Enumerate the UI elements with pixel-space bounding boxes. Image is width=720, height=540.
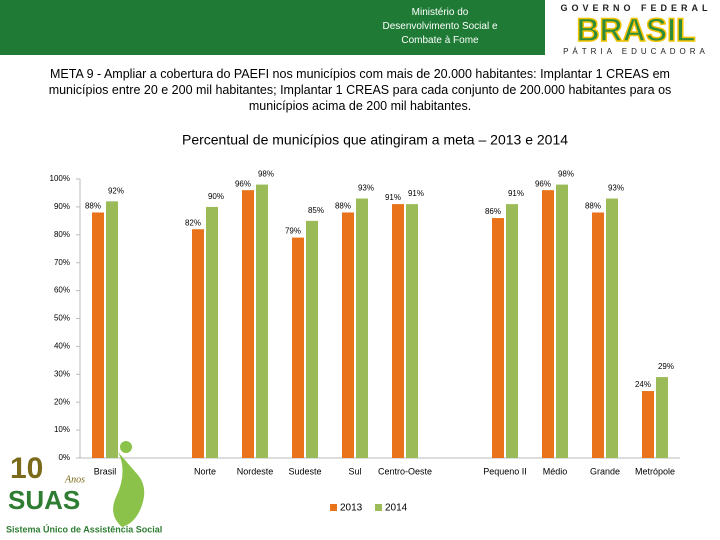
y-tick-label: 40% — [54, 342, 70, 351]
logo-name: SUAS — [8, 485, 80, 515]
chart-title: Percentual de municípios que atingiram a… — [182, 132, 568, 148]
value-label: 79% — [285, 227, 301, 236]
value-label: 86% — [485, 207, 501, 216]
y-tick-label: 50% — [54, 314, 70, 323]
logo-figure — [113, 452, 145, 527]
y-tick-label: 100% — [50, 174, 70, 183]
bar — [556, 184, 568, 458]
x-tick-label: Centro-Oeste — [378, 466, 432, 476]
y-tick-label: 30% — [54, 369, 70, 378]
x-tick-label: Médio — [543, 466, 568, 476]
y-tick-label: 20% — [54, 397, 70, 406]
y-tick-label: 10% — [54, 425, 70, 434]
value-label: 96% — [235, 179, 251, 188]
bar — [606, 198, 618, 458]
value-label: 91% — [408, 189, 424, 198]
y-tick-label: 0% — [58, 453, 70, 462]
value-label: 91% — [385, 193, 401, 202]
bar — [392, 204, 404, 458]
value-label: 82% — [185, 218, 201, 227]
value-label: 93% — [358, 184, 374, 193]
logo-subtitle: Sistema Único de Assistência Social — [6, 523, 162, 534]
bar — [242, 190, 254, 458]
y-tick-label: 60% — [54, 286, 70, 295]
value-label: 88% — [585, 202, 601, 211]
ministry-line: Ministério do — [411, 7, 469, 18]
legend-swatch — [375, 504, 382, 511]
bar — [292, 237, 304, 458]
logo-top: GOVERNO FEDERAL — [560, 3, 712, 13]
logo-head — [120, 441, 132, 453]
y-tick-label: 90% — [54, 202, 70, 211]
value-label: 91% — [508, 189, 524, 198]
ministry-line: Desenvolvimento Social e — [382, 21, 498, 32]
value-label: 24% — [635, 380, 651, 389]
description: META 9 - Ampliar a cobertura do PAEFI no… — [48, 67, 672, 113]
bar — [542, 190, 554, 458]
bar — [342, 212, 354, 458]
value-label: 96% — [535, 179, 551, 188]
value-label: 93% — [608, 184, 624, 193]
legend-swatch — [330, 504, 337, 511]
ministry-line: Combate à Fome — [401, 35, 479, 46]
bar — [306, 220, 318, 458]
bar — [406, 204, 418, 458]
logo-bottom: PÁTRIA EDUCADORA — [563, 47, 709, 56]
header-bar — [0, 0, 545, 55]
x-tick-label: Norte — [194, 466, 216, 476]
bar — [356, 198, 368, 458]
bar — [256, 184, 268, 458]
value-label: 90% — [208, 192, 224, 201]
x-tick-label: Brasil — [94, 466, 117, 476]
bar — [106, 201, 118, 458]
x-tick-label: Grande — [590, 466, 620, 476]
value-label: 92% — [108, 186, 124, 195]
x-tick-label: Metrópole — [635, 466, 675, 476]
y-tick-label: 80% — [54, 230, 70, 239]
bar — [656, 377, 668, 458]
legend-label: 2013 — [340, 503, 363, 514]
value-label: 88% — [85, 202, 101, 211]
value-label: 98% — [258, 170, 274, 179]
value-label: 29% — [658, 362, 674, 371]
legend-label: 2014 — [385, 503, 408, 514]
logo-anos: Anos — [64, 474, 85, 485]
x-tick-label: Nordeste — [237, 466, 274, 476]
ministry-name: Ministério do Desenvolvimento Social e C… — [330, 6, 550, 48]
bar — [642, 391, 654, 458]
bar — [192, 229, 204, 458]
x-tick-label: Sul — [348, 466, 361, 476]
bar — [206, 206, 218, 458]
bar — [592, 212, 604, 458]
value-label: 98% — [558, 170, 574, 179]
value-label: 88% — [335, 202, 351, 211]
x-tick-label: Sudeste — [288, 466, 321, 476]
suas-logo: 10 Anos SUAS Sistema Único de Assistênci… — [6, 441, 162, 534]
x-tick-label: Pequeno II — [483, 466, 527, 476]
bar — [92, 212, 104, 458]
logo-number: 10 — [10, 452, 43, 485]
bar — [492, 218, 504, 458]
logo-main: BRASIL — [576, 12, 697, 48]
y-tick-label: 70% — [54, 258, 70, 267]
bar — [506, 204, 518, 458]
value-label: 85% — [308, 206, 324, 215]
brasil-logo: GOVERNO FEDERAL BRASIL PÁTRIA EDUCADORA — [552, 0, 720, 56]
